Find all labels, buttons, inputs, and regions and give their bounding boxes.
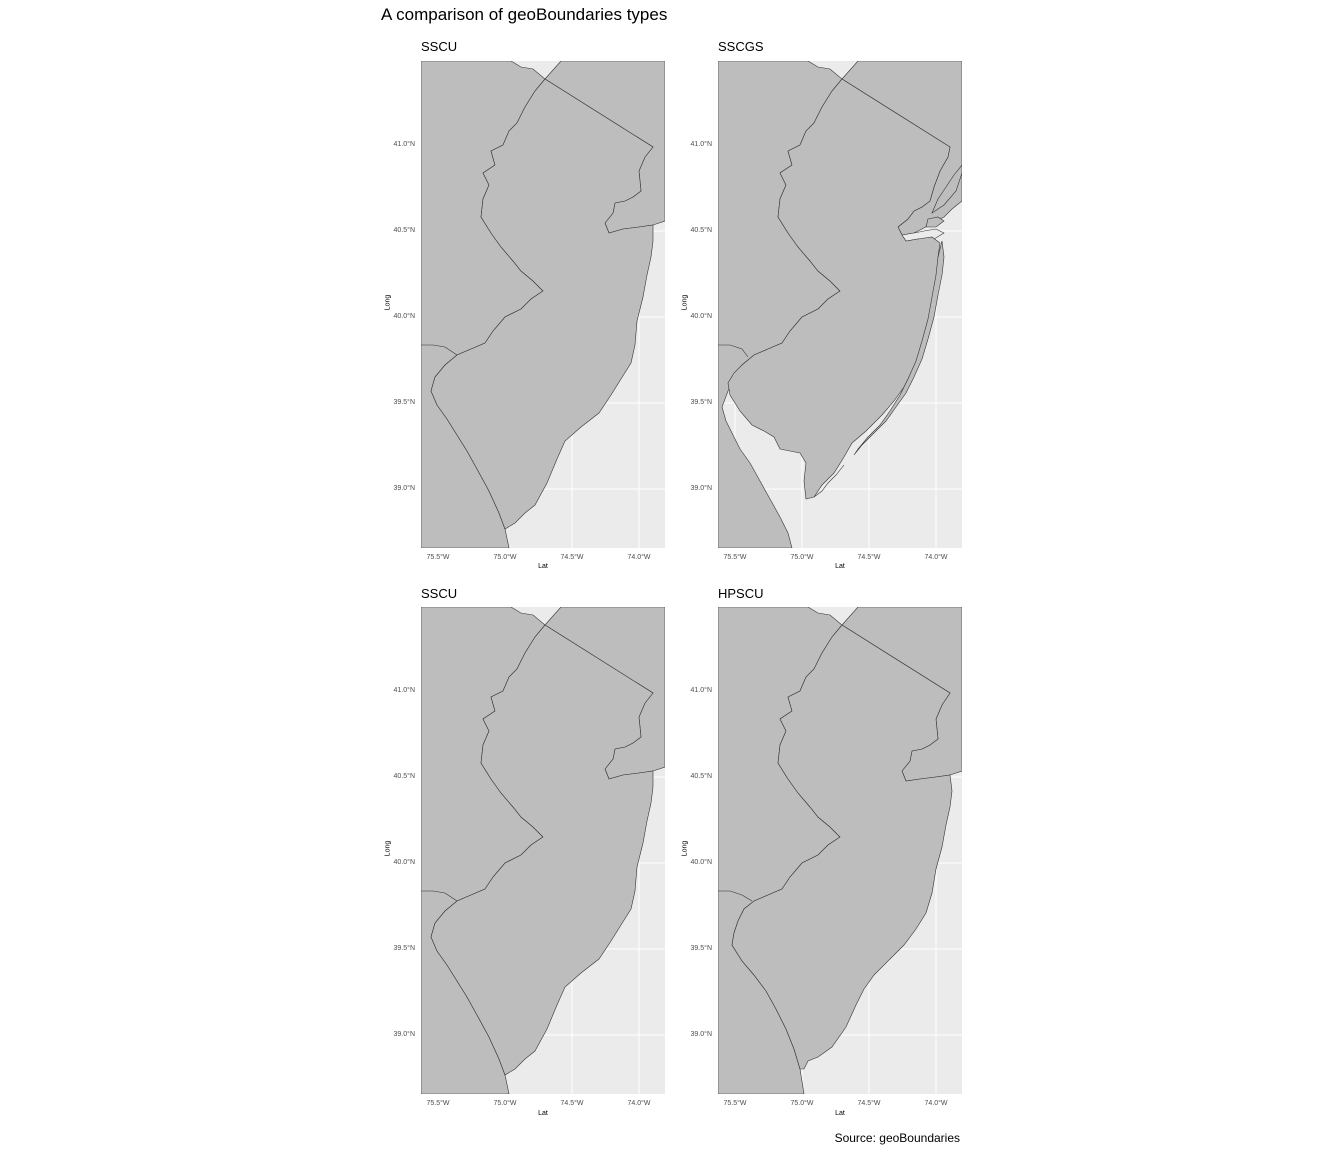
- y-tick-label: 39.5°N: [690, 399, 712, 406]
- delaware-boundary: [421, 890, 458, 902]
- y-tick-label: 39.5°N: [393, 399, 415, 406]
- map-panel-3: [421, 607, 665, 1094]
- delaware-boundary: [421, 344, 458, 356]
- x-tick-label: 74.0°W: [627, 554, 651, 561]
- y-tick-label: 41.0°N: [393, 687, 415, 694]
- y-tick-label: 39.0°N: [690, 1031, 712, 1038]
- x-axis-label-2: Lat: [835, 563, 845, 570]
- x-tick-label: 75.5°W: [426, 554, 450, 561]
- map-panel-4: [718, 607, 962, 1094]
- map-panel-1: [421, 61, 665, 548]
- map-panel-2: [718, 61, 962, 548]
- x-tick-label: 74.0°W: [627, 1100, 651, 1107]
- x-tick-label: 75.0°W: [790, 554, 814, 561]
- map-svg-4: [718, 607, 962, 1094]
- x-tick-label: 74.5°W: [857, 554, 881, 561]
- y-tick-label: 41.0°N: [690, 687, 712, 694]
- source-caption: Source: geoBoundaries: [834, 1131, 960, 1145]
- x-tick-label: 74.5°W: [560, 554, 584, 561]
- map-svg-3: [421, 607, 665, 1094]
- x-axis-label-3: Lat: [538, 1110, 548, 1117]
- barrier-islands: [853, 240, 945, 456]
- delaware-boundary: [718, 344, 749, 358]
- y-tick-label: 39.0°N: [690, 485, 712, 492]
- y-tick-label: 40.0°N: [393, 313, 415, 320]
- y-tick-label: 40.0°N: [690, 859, 712, 866]
- new-jersey: [731, 624, 953, 1070]
- new-jersey: [430, 624, 654, 1076]
- x-tick-label: 74.5°W: [560, 1100, 584, 1107]
- staten-island: [925, 216, 945, 228]
- x-tick-label: 75.0°W: [493, 1100, 517, 1107]
- y-tick-label: 40.0°N: [393, 859, 415, 866]
- map-svg-2: [718, 61, 962, 548]
- x-axis-label-1: Lat: [538, 563, 548, 570]
- panel-title-2: SSCGS: [718, 39, 764, 54]
- y-tick-label: 39.0°N: [393, 485, 415, 492]
- figure-title: A comparison of geoBoundaries types: [381, 5, 668, 24]
- x-tick-label: 75.5°W: [723, 1100, 747, 1107]
- y-tick-label: 41.0°N: [690, 141, 712, 148]
- panel-title-3: SSCU: [421, 586, 458, 601]
- x-axis-label-4: Lat: [835, 1110, 845, 1117]
- panel-title-4: HPSCU: [718, 586, 764, 601]
- x-tick-label: 74.5°W: [857, 1100, 881, 1107]
- y-tick-label: 40.5°N: [690, 773, 712, 780]
- x-tick-label: 75.0°W: [790, 1100, 814, 1107]
- y-tick-label: 39.5°N: [393, 945, 415, 952]
- long-island: [931, 164, 962, 214]
- y-tick-label: 40.5°N: [393, 773, 415, 780]
- y-tick-label: 40.5°N: [690, 227, 712, 234]
- x-tick-label: 75.5°W: [723, 554, 747, 561]
- y-tick-label: 40.0°N: [690, 313, 712, 320]
- y-tick-label: 39.0°N: [393, 1031, 415, 1038]
- y-tick-label: 41.0°N: [393, 141, 415, 148]
- x-tick-label: 74.0°W: [924, 554, 948, 561]
- y-tick-label: 40.5°N: [393, 227, 415, 234]
- cape-may-coast: [813, 464, 845, 498]
- map-svg-1: [421, 61, 665, 548]
- delaware-boundary: [718, 890, 753, 902]
- x-tick-label: 75.5°W: [426, 1100, 450, 1107]
- new-jersey: [430, 78, 654, 530]
- new-jersey: [727, 78, 951, 500]
- x-tick-label: 75.0°W: [493, 554, 517, 561]
- y-tick-label: 39.5°N: [690, 945, 712, 952]
- panel-title-1: SSCU: [421, 39, 458, 54]
- x-tick-label: 74.0°W: [924, 1100, 948, 1107]
